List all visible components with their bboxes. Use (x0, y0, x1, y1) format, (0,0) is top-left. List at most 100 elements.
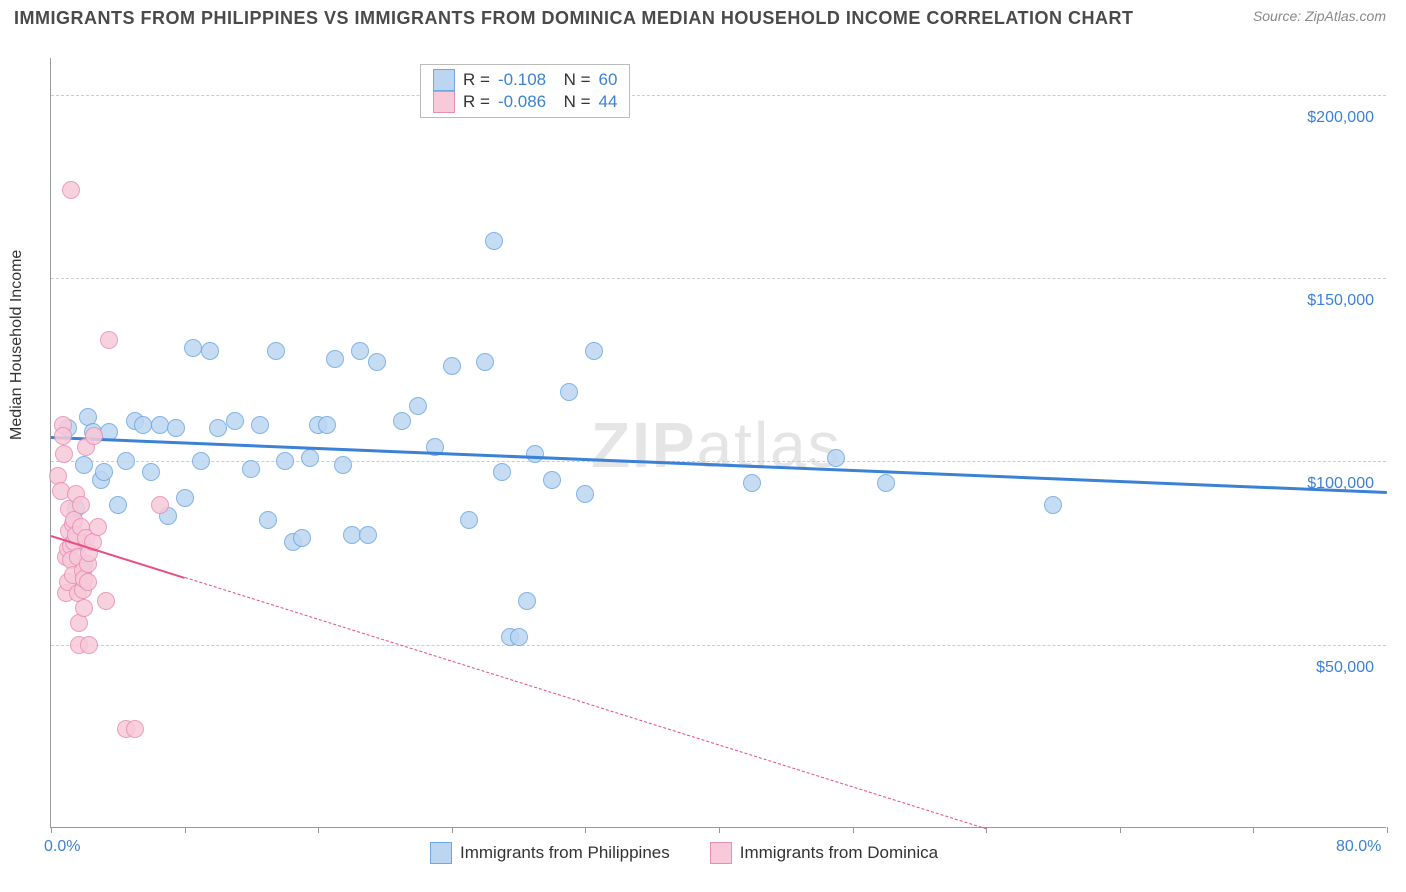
data-point (142, 463, 160, 481)
data-point (95, 463, 113, 481)
data-point (242, 460, 260, 478)
data-point (1044, 496, 1062, 514)
x-tick (853, 827, 854, 833)
data-point (167, 419, 185, 437)
x-tick (318, 827, 319, 833)
source-text: Source: ZipAtlas.com (1253, 8, 1386, 24)
n-value: 60 (599, 70, 618, 90)
data-point (543, 471, 561, 489)
data-point (209, 419, 227, 437)
data-point (827, 449, 845, 467)
data-point (192, 452, 210, 470)
correlation-row: R = -0.108 N = 60 (433, 69, 617, 91)
data-point (251, 416, 269, 434)
data-point (100, 331, 118, 349)
x-tick (719, 827, 720, 833)
data-point (351, 342, 369, 360)
data-point (460, 511, 478, 529)
data-point (151, 416, 169, 434)
legend-swatch (430, 842, 452, 864)
n-label: N = (554, 92, 590, 112)
watermark: ZIPatlas (591, 408, 842, 482)
data-point (585, 342, 603, 360)
x-tick-label: 0.0% (44, 838, 80, 856)
r-label: R = (463, 70, 490, 90)
data-point (510, 628, 528, 646)
y-tick-label: $50,000 (1316, 659, 1374, 677)
data-point (576, 485, 594, 503)
data-point (276, 452, 294, 470)
r-value: -0.086 (498, 92, 546, 112)
data-point (877, 474, 895, 492)
data-point (293, 529, 311, 547)
correlation-row: R = -0.086 N = 44 (433, 91, 617, 113)
series-legend: Immigrants from Philippines Immigrants fr… (430, 842, 938, 864)
data-point (743, 474, 761, 492)
data-point (72, 496, 90, 514)
data-point (334, 456, 352, 474)
r-value: -0.108 (498, 70, 546, 90)
data-point (176, 489, 194, 507)
data-point (301, 449, 319, 467)
data-point (55, 445, 73, 463)
data-point (117, 452, 135, 470)
data-point (560, 383, 578, 401)
data-point (54, 427, 72, 445)
data-point (368, 353, 386, 371)
legend-item: Immigrants from Dominica (710, 842, 938, 864)
data-point (518, 592, 536, 610)
data-point (259, 511, 277, 529)
data-point (89, 518, 107, 536)
legend-label: Immigrants from Dominica (740, 843, 938, 863)
x-tick (1253, 827, 1254, 833)
data-point (443, 357, 461, 375)
x-tick-label: 80.0% (1336, 838, 1381, 856)
correlation-legend: R = -0.108 N = 60R = -0.086 N = 44 (420, 64, 630, 118)
data-point (526, 445, 544, 463)
n-value: 44 (599, 92, 618, 112)
n-label: N = (554, 70, 590, 90)
data-point (80, 636, 98, 654)
x-tick (185, 827, 186, 833)
gridline (51, 278, 1386, 279)
scatter-plot-area: ZIPatlas $50,000$100,000$150,000$200,000 (50, 58, 1386, 828)
gridline (51, 95, 1386, 96)
data-point (97, 592, 115, 610)
data-point (493, 463, 511, 481)
data-point (326, 350, 344, 368)
data-point (201, 342, 219, 360)
x-tick (1387, 827, 1388, 833)
data-point (134, 416, 152, 434)
data-point (151, 496, 169, 514)
data-point (267, 342, 285, 360)
data-point (109, 496, 127, 514)
data-point (62, 181, 80, 199)
y-axis-label: Median Household Income (8, 250, 26, 440)
legend-swatch (433, 69, 455, 91)
x-tick (452, 827, 453, 833)
legend-item: Immigrants from Philippines (430, 842, 670, 864)
legend-label: Immigrants from Philippines (460, 843, 670, 863)
data-point (359, 526, 377, 544)
data-point (75, 456, 93, 474)
data-point (79, 573, 97, 591)
data-point (126, 720, 144, 738)
legend-swatch (710, 842, 732, 864)
data-point (85, 427, 103, 445)
data-point (184, 339, 202, 357)
data-point (343, 526, 361, 544)
data-point (476, 353, 494, 371)
data-point (75, 599, 93, 617)
x-tick (51, 827, 52, 833)
x-tick (1120, 827, 1121, 833)
data-point (409, 397, 427, 415)
gridline (51, 645, 1386, 646)
legend-swatch (433, 91, 455, 113)
chart-title: IMMIGRANTS FROM PHILIPPINES VS IMMIGRANT… (14, 8, 1133, 29)
data-point (226, 412, 244, 430)
trend-line (184, 577, 986, 829)
x-tick (585, 827, 586, 833)
y-tick-label: $150,000 (1307, 292, 1374, 310)
r-label: R = (463, 92, 490, 112)
data-point (318, 416, 336, 434)
